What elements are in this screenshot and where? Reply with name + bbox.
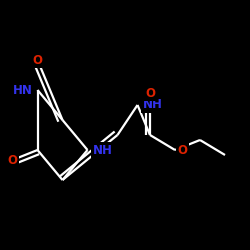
Text: O: O bbox=[178, 144, 188, 156]
Text: HN: HN bbox=[12, 84, 32, 96]
Text: O: O bbox=[32, 54, 42, 66]
Text: NH: NH bbox=[142, 98, 163, 112]
Text: O: O bbox=[145, 87, 155, 100]
Text: NH: NH bbox=[92, 144, 112, 156]
Text: O: O bbox=[8, 154, 18, 166]
